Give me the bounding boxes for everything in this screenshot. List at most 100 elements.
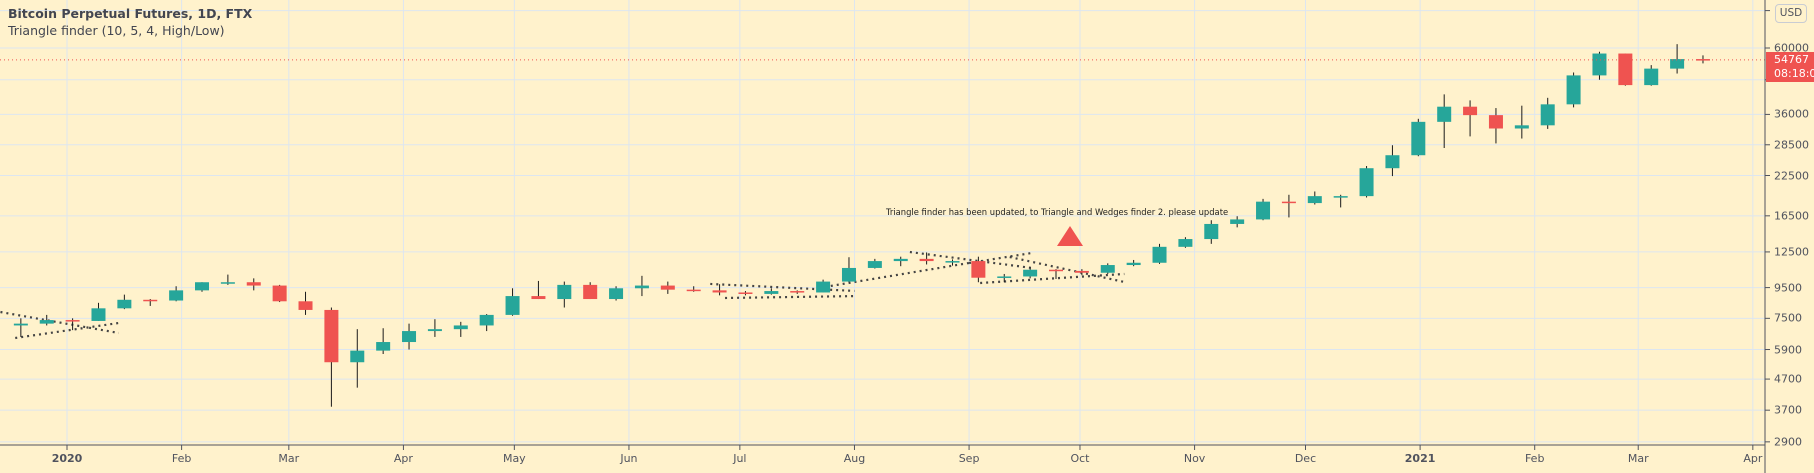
- candle-up: [1411, 118, 1426, 157]
- candle-body: [298, 301, 313, 310]
- time-tick-label: Nov: [1183, 452, 1206, 465]
- candle-up: [91, 302, 106, 321]
- time-tick-label: Sep: [958, 452, 980, 465]
- candle-up: [169, 286, 184, 302]
- candle-up: [1566, 72, 1581, 108]
- candles: [13, 44, 1710, 407]
- candle-body: [479, 314, 494, 326]
- candle-up: [841, 257, 856, 283]
- symbol-title[interactable]: Bitcoin Perpetual Futures, 1D, FTX: [8, 6, 253, 21]
- candle-up: [39, 314, 54, 326]
- candle-up: [1126, 259, 1141, 267]
- time-tick-label: Feb: [1524, 452, 1545, 465]
- candle-body: [1049, 269, 1064, 272]
- candle-down: [1695, 55, 1710, 64]
- time-tick-label: Apr: [1743, 452, 1763, 465]
- candle-body: [686, 289, 701, 292]
- candle-body: [1178, 239, 1193, 247]
- price-tick-label: 3700: [1774, 403, 1802, 417]
- time-tick-label: Dec: [1294, 452, 1317, 465]
- candle-body: [376, 342, 391, 351]
- candle-body: [1281, 201, 1296, 204]
- candle-body: [169, 290, 184, 301]
- candle-body: [143, 299, 158, 302]
- candle-body: [1463, 106, 1478, 116]
- candle-up: [1256, 198, 1271, 221]
- bar-countdown: 08:18:05: [1774, 67, 1814, 80]
- candle-body: [1644, 68, 1659, 86]
- candle-down: [712, 284, 727, 296]
- candle-down: [143, 299, 158, 306]
- candle-down: [1049, 269, 1064, 279]
- time-tick-label: Mar: [1627, 452, 1649, 465]
- candle-up: [1385, 145, 1400, 177]
- axis-ticks: [66, 10, 1770, 450]
- currency-button[interactable]: USD: [1775, 4, 1807, 23]
- candle-body: [1670, 59, 1685, 69]
- pattern-line: [710, 282, 855, 293]
- candle-body: [117, 299, 132, 309]
- candle-body: [1204, 223, 1219, 240]
- time-tick-label: Mar: [278, 452, 300, 465]
- price-tick-label: 9500: [1774, 281, 1802, 295]
- candle-body: [1256, 201, 1271, 220]
- candle-down: [919, 252, 934, 265]
- candle-up: [427, 319, 442, 337]
- candle-body: [1514, 125, 1529, 129]
- candle-body: [91, 308, 106, 321]
- candle-body: [919, 258, 934, 262]
- pattern-line: [725, 294, 855, 300]
- candle-down: [660, 281, 675, 294]
- candle-up: [634, 275, 649, 297]
- candle-body: [1230, 219, 1245, 224]
- candle-body: [13, 323, 28, 326]
- candle-body: [634, 285, 649, 289]
- price-tick-label: 5900: [1774, 343, 1802, 357]
- indicator-title[interactable]: Triangle finder (10, 5, 4, High/Low): [8, 23, 225, 38]
- candle-body: [1566, 75, 1581, 105]
- candle-down: [1074, 269, 1089, 276]
- candle-body: [1152, 246, 1167, 263]
- candle-up: [195, 282, 210, 292]
- price-tick-label: 4700: [1774, 372, 1802, 386]
- candle-body: [1100, 265, 1115, 273]
- time-tick-label: May: [502, 452, 526, 465]
- candle-body: [1411, 121, 1426, 156]
- candle-body: [1074, 270, 1089, 273]
- candle-up: [557, 281, 572, 308]
- candle-body: [1385, 155, 1400, 169]
- candle-up: [1178, 237, 1193, 248]
- time-tick-label: Jun: [620, 452, 638, 465]
- price-tick-label: 2900: [1774, 435, 1802, 449]
- candle-down: [246, 278, 261, 291]
- candle-down: [272, 284, 287, 303]
- time-tick-label: Oct: [1070, 452, 1090, 465]
- time-tick-label: Jul: [733, 452, 747, 465]
- candle-up: [1152, 243, 1167, 264]
- candle-up: [893, 256, 908, 267]
- candle-up: [479, 314, 494, 332]
- grid: [0, 0, 1765, 445]
- candle-up: [13, 318, 28, 337]
- candle-body: [1592, 53, 1607, 76]
- candle-body: [1488, 115, 1503, 129]
- candle-down: [790, 290, 805, 294]
- candle-body: [65, 320, 80, 322]
- candle-up: [1437, 94, 1452, 149]
- candle-body: [505, 296, 520, 315]
- time-tick-label: 2020: [51, 452, 83, 465]
- candle-down: [324, 307, 339, 407]
- pattern-line: [824, 261, 970, 288]
- candle-body: [609, 288, 624, 300]
- candle-down: [971, 256, 986, 283]
- candle-body: [816, 281, 831, 293]
- candle-body: [945, 261, 960, 263]
- candle-down: [1281, 194, 1296, 218]
- time-tick-label: 2021: [1404, 452, 1436, 465]
- pattern-line: [968, 251, 1033, 265]
- candle-down: [1463, 100, 1478, 137]
- candle-up: [220, 274, 235, 285]
- candle-down: [298, 291, 313, 315]
- candle-body: [971, 261, 986, 278]
